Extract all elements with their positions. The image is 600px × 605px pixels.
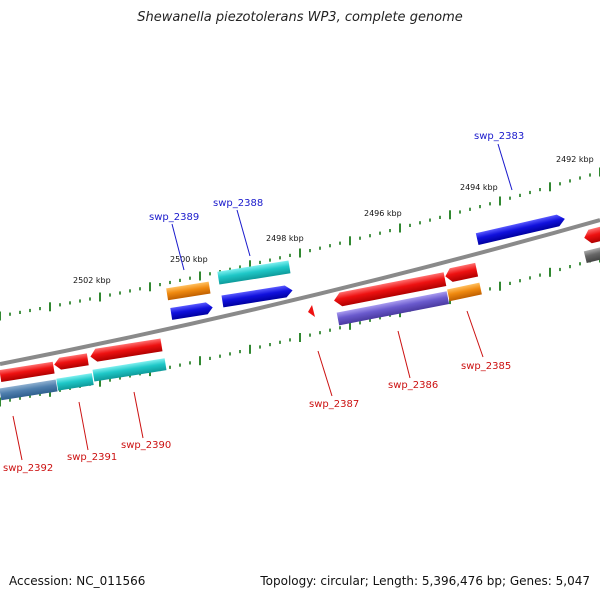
gene-swp-2391-cyan[interactable] <box>56 373 94 391</box>
leader-line <box>78 401 89 451</box>
gene-swp-2383-blue[interactable] <box>475 213 566 245</box>
kbp-label: 2492 kbp <box>556 155 594 164</box>
gene-label-swp-2388[interactable]: swp_2388 <box>213 198 263 209</box>
kbp-label: 2502 kbp <box>73 276 111 285</box>
kbp-label: 2494 kbp <box>460 183 498 192</box>
map-title: Shewanella piezotolerans WP3, complete g… <box>137 10 463 25</box>
gene-label-swp-2390[interactable]: swp_2390 <box>121 440 171 451</box>
gene-label-swp-2392[interactable]: swp_2392 <box>3 463 53 474</box>
gene-swp-2389-blue[interactable] <box>170 301 213 320</box>
kbp-label: 2496 kbp <box>364 209 402 218</box>
leader-line <box>171 223 185 271</box>
leader-line <box>12 415 23 461</box>
gene-label-swp-2387[interactable]: swp_2387 <box>309 399 359 410</box>
kbp-label: 2500 kbp <box>170 255 208 264</box>
gene-swp-2385-orange[interactable] <box>447 282 482 302</box>
gene-swp-2388-cyan[interactable] <box>217 260 291 285</box>
accession-text: Accession: NC_011566 <box>9 574 146 588</box>
gene-swp-2388-blue[interactable] <box>221 284 293 308</box>
gene-swp-2386-purple[interactable] <box>336 291 450 326</box>
gene-swp-2386-red[interactable] <box>333 272 447 307</box>
leader-line <box>397 330 411 379</box>
leader-line <box>133 391 144 439</box>
gene-swp-2390-cyan[interactable] <box>92 358 167 382</box>
genome-backbone <box>0 218 600 366</box>
kbp-label: 2498 kbp <box>266 234 304 243</box>
gene-swp-2390-red[interactable] <box>89 338 163 362</box>
gene-label-swp-2391[interactable]: swp_2391 <box>67 452 117 463</box>
gene-label-swp-2386[interactable]: swp_2386 <box>388 380 438 391</box>
gene-swp-2387-red[interactable] <box>308 305 315 317</box>
gene-edge-red[interactable] <box>583 226 600 244</box>
leader-line <box>497 143 513 191</box>
leader-line <box>317 350 333 397</box>
gene-label-swp-2385[interactable]: swp_2385 <box>461 361 511 372</box>
genome-summary-text: Topology: circular; Length: 5,396,476 bp… <box>260 574 590 588</box>
gene-edge-gray[interactable] <box>583 246 600 263</box>
gene-label-swp-2383[interactable]: swp_2383 <box>474 131 524 142</box>
gene-swp-2391-red[interactable] <box>53 353 89 370</box>
gene-label-swp-2389[interactable]: swp_2389 <box>149 212 199 223</box>
gene-swp-2392-steel[interactable] <box>0 379 58 401</box>
gene-swp-2389-orange[interactable] <box>166 281 211 301</box>
gene-swp-2392-red[interactable] <box>0 361 55 382</box>
leader-line <box>466 310 484 358</box>
leader-line <box>236 209 251 257</box>
gene-swp-2385-red[interactable] <box>444 262 479 283</box>
